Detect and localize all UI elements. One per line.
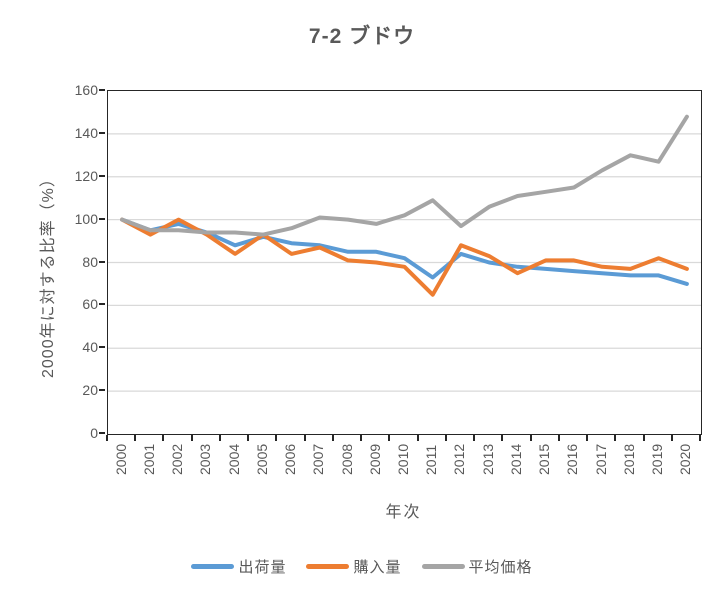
chart-title: 7-2 ブドウ: [308, 25, 416, 48]
x-tick-mark: [106, 435, 108, 441]
y-tick-label: 120: [74, 167, 98, 184]
x-tick-mark: [529, 435, 532, 441]
x-tick-label: 2013: [479, 443, 496, 475]
x-tick-label: 2002: [169, 443, 186, 475]
x-tick-label: 2001: [140, 443, 157, 475]
x-tick-mark: [388, 435, 391, 441]
x-tick-label: 2008: [338, 443, 355, 475]
x-tick-label: 2004: [225, 443, 242, 475]
y-tick-mark: [99, 389, 105, 392]
x-tick-mark: [218, 435, 221, 441]
x-tick-mark: [642, 435, 645, 441]
legend-item-avg-price: 平均価格: [421, 556, 533, 577]
x-tick-mark: [247, 435, 250, 441]
x-tick-label: 2014: [507, 443, 524, 475]
x-tick-label: 2015: [536, 443, 553, 475]
y-tick-label: 100: [74, 210, 98, 227]
legend-line-swatch-shipment: [191, 564, 235, 569]
y-tick-mark: [99, 303, 105, 306]
y-tick-mark: [99, 217, 105, 220]
y-tick-mark: [99, 260, 105, 263]
x-tick-mark: [473, 435, 476, 441]
x-tick-mark: [162, 435, 165, 441]
y-tick-mark: [99, 174, 105, 177]
x-tick-mark: [303, 435, 306, 441]
legend-item-shipment: 出荷量: [191, 556, 286, 577]
x-tick-mark: [275, 435, 278, 441]
x-tick-mark: [331, 435, 334, 441]
x-tick-label: 2017: [592, 443, 609, 475]
series-line-出荷量: [120, 217, 689, 286]
y-tick-label: 40: [82, 339, 98, 356]
x-tick-label: 2005: [253, 443, 270, 475]
x-tick-mark: [699, 435, 701, 441]
x-tick-label: 2018: [620, 443, 637, 475]
y-tick-mark: [99, 346, 105, 349]
legend-item-purchase: 購入量: [306, 556, 401, 577]
legend-line-swatch-avg-price: [421, 564, 465, 569]
y-tick-label: 160: [74, 82, 98, 98]
y-tick-label: 80: [82, 253, 98, 270]
x-tick-mark: [190, 435, 193, 441]
y-tick-label: 60: [82, 296, 98, 313]
x-tick-mark: [586, 435, 589, 441]
y-tick-mark: [99, 131, 105, 134]
x-tick-mark: [134, 435, 137, 441]
x-tick-label: 2016: [564, 443, 581, 475]
x-tick-label: 2012: [451, 443, 468, 475]
y-tick-mark: [99, 89, 105, 91]
x-axis-title: 年次: [385, 504, 422, 521]
x-tick-label: 2011: [423, 444, 440, 475]
x-tick-label: 2006: [282, 443, 299, 475]
x-tick-mark: [557, 435, 560, 441]
y-tick-label: 0: [90, 425, 98, 441]
y-tick-label: 140: [74, 124, 98, 141]
series-line-平均価格: [120, 114, 689, 237]
x-tick-label: 2020: [677, 443, 694, 475]
x-tick-mark: [360, 435, 363, 441]
legend: 出荷量 購入量 平均価格: [0, 556, 724, 577]
x-tick-mark: [670, 435, 673, 441]
x-tick-label: 2000: [112, 443, 129, 475]
legend-label-avg-price: 平均価格: [468, 559, 533, 576]
x-tick-label: 2010: [395, 443, 411, 475]
plot-svg: [108, 114, 701, 392]
x-tick-mark: [614, 435, 617, 441]
y-tick-label: 20: [82, 382, 98, 399]
x-tick-mark: [444, 435, 447, 441]
x-tick-label: 2003: [197, 443, 214, 475]
legend-label-purchase: 購入量: [353, 559, 402, 576]
plot-area: [107, 90, 702, 435]
x-tick-label: 2019: [649, 443, 666, 475]
x-tick-mark: [501, 435, 504, 441]
x-tick-label: 2007: [310, 443, 327, 475]
legend-line-swatch-purchase: [306, 564, 350, 569]
x-tick-label: 2009: [366, 443, 383, 475]
series-line-購入量: [120, 217, 689, 297]
x-tick-mark: [416, 435, 419, 441]
legend-label-shipment: 出荷量: [238, 559, 287, 576]
y-tick-mark: [99, 432, 105, 434]
